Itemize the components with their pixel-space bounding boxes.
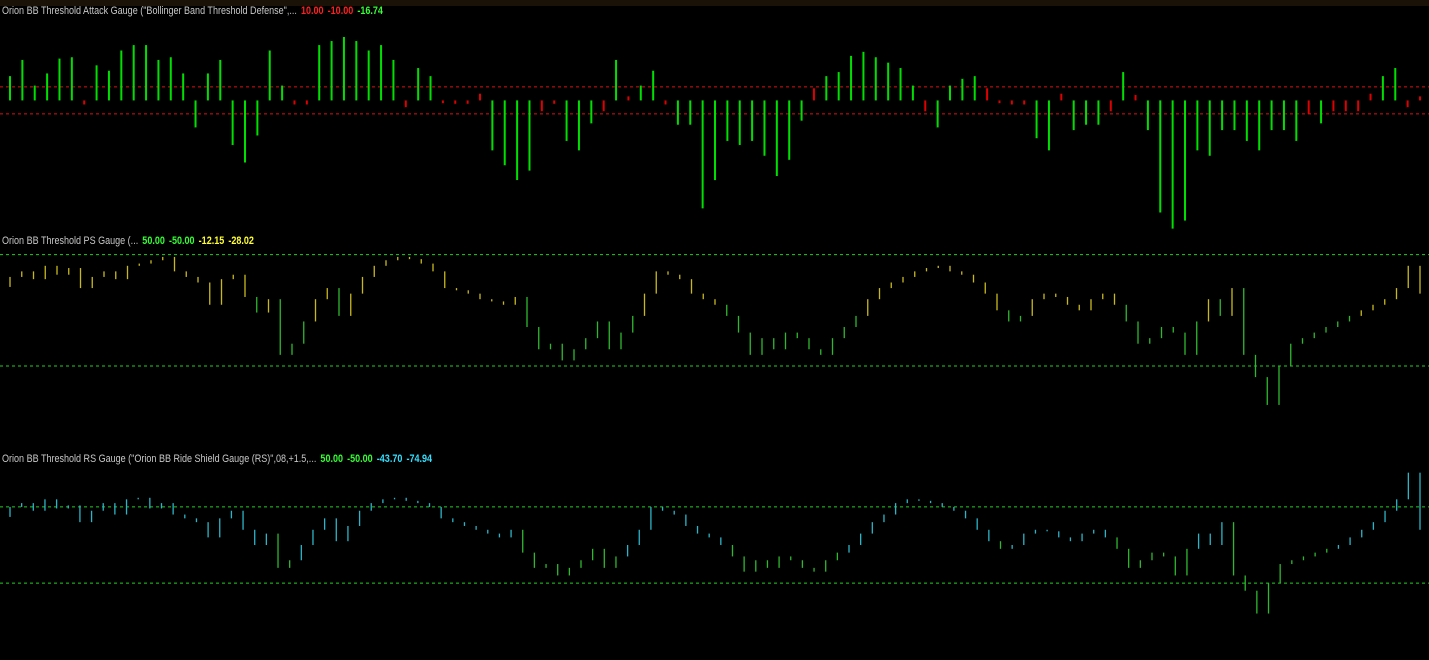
readout: 10.00 (300, 5, 324, 17)
panel-header: Orion BB Threshold PS Gauge (... 50.00 -50… (2, 235, 258, 247)
readout: -28.02 (228, 235, 254, 247)
panel-header: Orion BB Threshold Attack Gauge ("Bollin… (2, 5, 387, 17)
panel-title: Orion BB Threshold PS Gauge (... (2, 235, 139, 247)
readout: -43.70 (376, 453, 403, 465)
readout: -50.00 (347, 453, 373, 465)
readout: -12.15 (198, 235, 225, 247)
top-strip (0, 0, 1429, 6)
readout: -16.74 (357, 5, 383, 17)
panel-title: Orion BB Threshold RS Gauge ("Orion BB R… (2, 453, 317, 465)
readout: 50.00 (320, 453, 344, 465)
readout: -50.00 (168, 235, 195, 247)
panel-title: Orion BB Threshold Attack Gauge ("Bollin… (2, 5, 297, 17)
readout: -74.94 (406, 453, 433, 465)
readout: -10.00 (327, 5, 354, 17)
panel-header: Orion BB Threshold RS Gauge ("Orion BB R… (2, 453, 436, 465)
readout: 50.00 (142, 235, 165, 247)
